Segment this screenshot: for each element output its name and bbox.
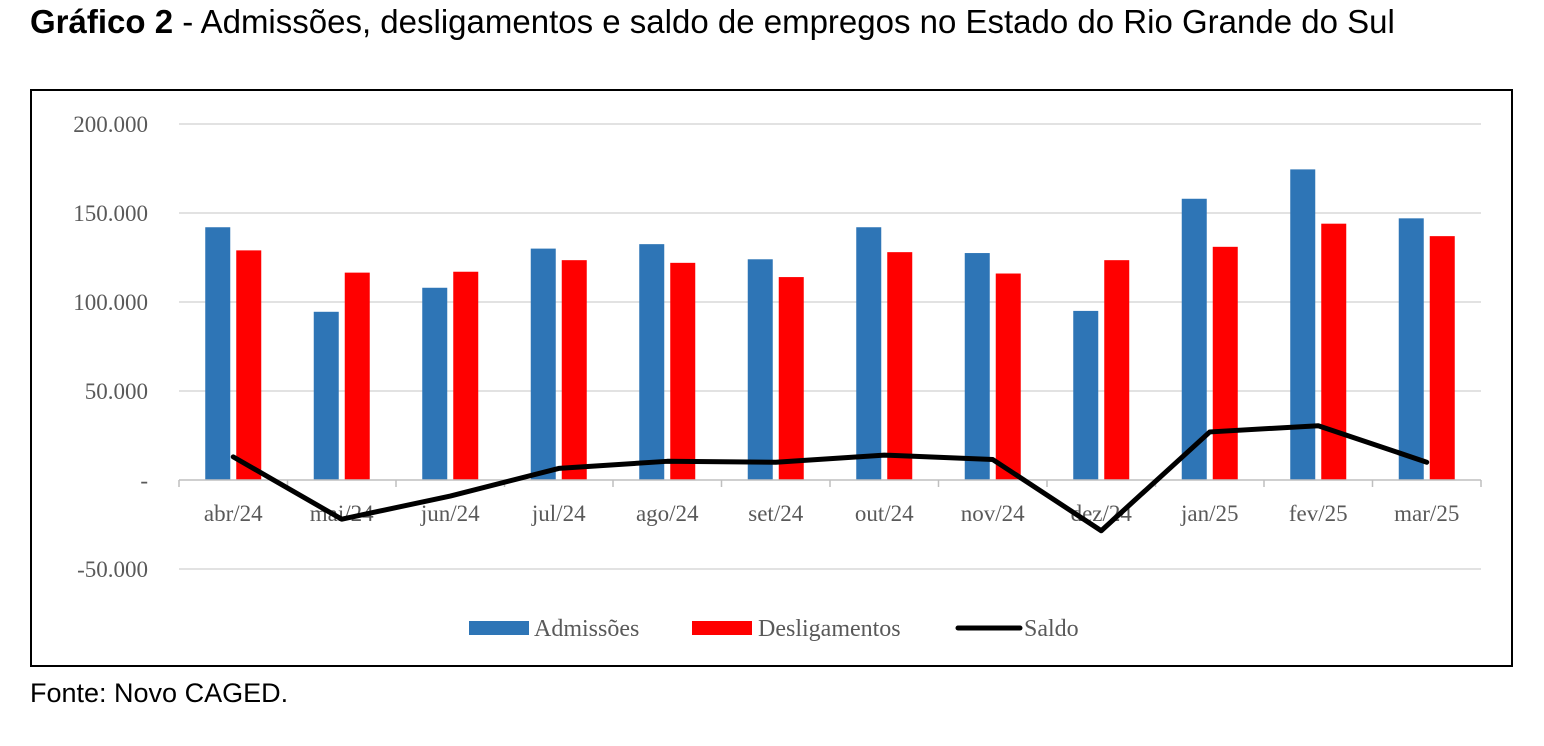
bar-admissoes (313, 311, 339, 480)
chart-frame: 200.000 150.000 100.000 50.000 - -50.000 abr/2… (30, 89, 1513, 667)
chart-plot: 200.000 150.000 100.000 50.000 - -50.000 abr/2… (73, 112, 1482, 642)
x-tick-label: mar/25 (1394, 501, 1459, 526)
bar-admissoes (530, 248, 556, 480)
x-tick-label: fev/25 (1289, 501, 1348, 526)
source-note: Fonte: Novo CAGED. (30, 678, 289, 708)
bar-admissoes (747, 259, 773, 480)
bar-admissoes (1073, 310, 1099, 480)
legend-label-desligamentos: Desligamentos (758, 616, 901, 642)
bar-desligamentos (1104, 260, 1130, 480)
x-tick-label: abr/24 (204, 501, 263, 526)
bar-admissoes (1181, 198, 1207, 480)
bar-desligamentos (778, 277, 804, 480)
bar-desligamentos (344, 272, 370, 480)
x-tick-label: set/24 (748, 501, 803, 526)
x-tick-label: nov/24 (961, 501, 1025, 526)
bar-admissoes (964, 253, 990, 480)
chart-title-text: Admissões, desligamentos e saldo de empr… (200, 3, 1395, 40)
bar-admissoes (422, 287, 448, 480)
legend-swatch-desligamentos (692, 621, 752, 635)
bar-admissoes (856, 227, 882, 480)
y-tick-label: -50.000 (77, 557, 148, 582)
bar-desligamentos (236, 250, 262, 480)
bar-desligamentos (1321, 223, 1347, 480)
y-tick-label: - (140, 468, 148, 493)
bar-admissoes (1398, 218, 1424, 480)
bar-desligamentos (453, 271, 479, 480)
bar-desligamentos (561, 260, 587, 480)
y-tick-label: 100.000 (73, 290, 148, 315)
chart-title: Gráfico 2 - Admissões, desligamentos e s… (30, 4, 1520, 40)
bar-admissoes (205, 227, 231, 480)
legend-label-admissoes: Admissões (534, 616, 639, 642)
bar-desligamentos (887, 252, 913, 480)
bar-admissoes (1290, 169, 1316, 480)
bar-admissoes (639, 244, 665, 480)
chart-title-label: Gráfico 2 (30, 3, 174, 40)
legend-swatch-admissoes (469, 621, 529, 635)
bar-desligamentos (1429, 236, 1455, 480)
y-tick-label: 150.000 (73, 201, 148, 226)
y-tick-label: 50.000 (85, 379, 148, 404)
x-tick-label: jun/24 (420, 501, 480, 526)
bar-desligamentos (670, 262, 696, 480)
y-tick-label: 200.000 (73, 112, 148, 137)
x-tick-label: jul/24 (531, 501, 586, 526)
x-tick-label: out/24 (855, 501, 914, 526)
chart-title-separator: - (173, 3, 201, 40)
legend-label-saldo: Saldo (1024, 616, 1079, 642)
bar-desligamentos (995, 273, 1021, 480)
bar-desligamentos (1212, 246, 1238, 480)
x-tick-label: ago/24 (636, 501, 699, 526)
x-tick-label: jan/25 (1180, 501, 1239, 526)
line-saldo (230, 423, 1430, 534)
